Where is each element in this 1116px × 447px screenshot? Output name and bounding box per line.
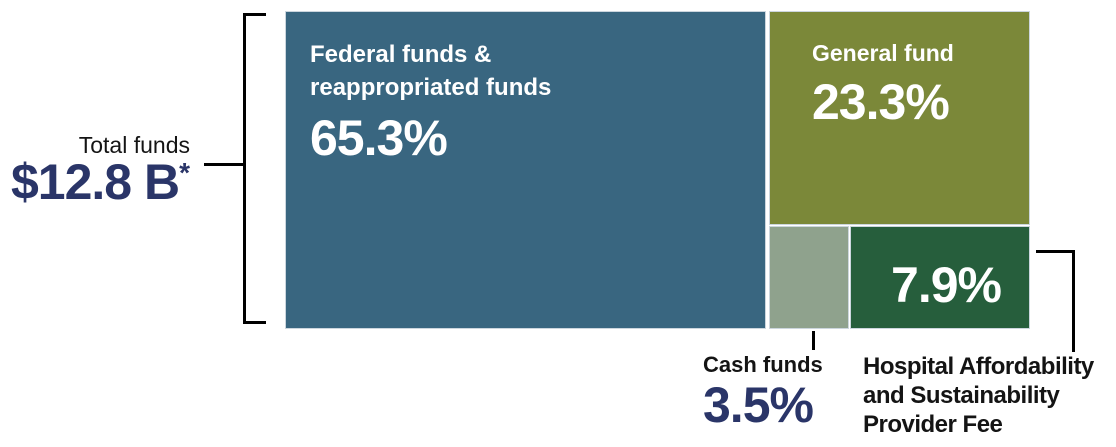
total-funds-title: Total funds (78, 132, 190, 158)
segment-general-fund-percent: 23.3% (812, 74, 950, 130)
segment-federal-funds-name: Federal funds & reappropriated funds (310, 38, 741, 104)
hospital-fee-name-line2: and Sustainability (863, 382, 1060, 409)
total-funds-label: Total funds $12.8 B* (0, 132, 190, 213)
segment-federal-funds-percent: 65.3% (310, 110, 448, 166)
segment-general-fund: General fund 23.3% (769, 11, 1030, 225)
cash-funds-percent: 3.5% (703, 377, 814, 433)
segment-hospital-fee-percent: 7.9% (891, 257, 1002, 314)
hospital-fee-callout-label: Hospital Affordability and Sustainabilit… (863, 352, 1116, 439)
total-funds-value: $12.8 B* (0, 157, 190, 213)
total-funds-amount: $12.8 B (10, 154, 180, 210)
hospital-fee-name-line1: Hospital Affordability (863, 353, 1094, 380)
cash-funds-callout-label: Cash funds 3.5% (703, 352, 823, 433)
segment-federal-funds-name-line2: reappropriated funds (310, 74, 552, 101)
segment-general-fund-name: General fund (812, 40, 954, 66)
segment-federal-funds-name-line1: Federal funds & (310, 41, 492, 68)
total-funds-asterisk: * (179, 157, 190, 188)
segment-federal-funds: Federal funds & reappropriated funds 65.… (285, 11, 766, 329)
total-bracket-tick (204, 163, 243, 166)
total-bracket (243, 13, 266, 324)
hospital-fee-name-line3: Provider Fee (863, 411, 1003, 438)
hospital-fee-callout-connector (1036, 250, 1075, 352)
segment-hospital-fee: 7.9% (850, 226, 1030, 329)
cash-funds-name: Cash funds (703, 352, 823, 377)
cash-funds-callout-tick (812, 331, 815, 350)
segment-cash-funds (769, 226, 849, 329)
